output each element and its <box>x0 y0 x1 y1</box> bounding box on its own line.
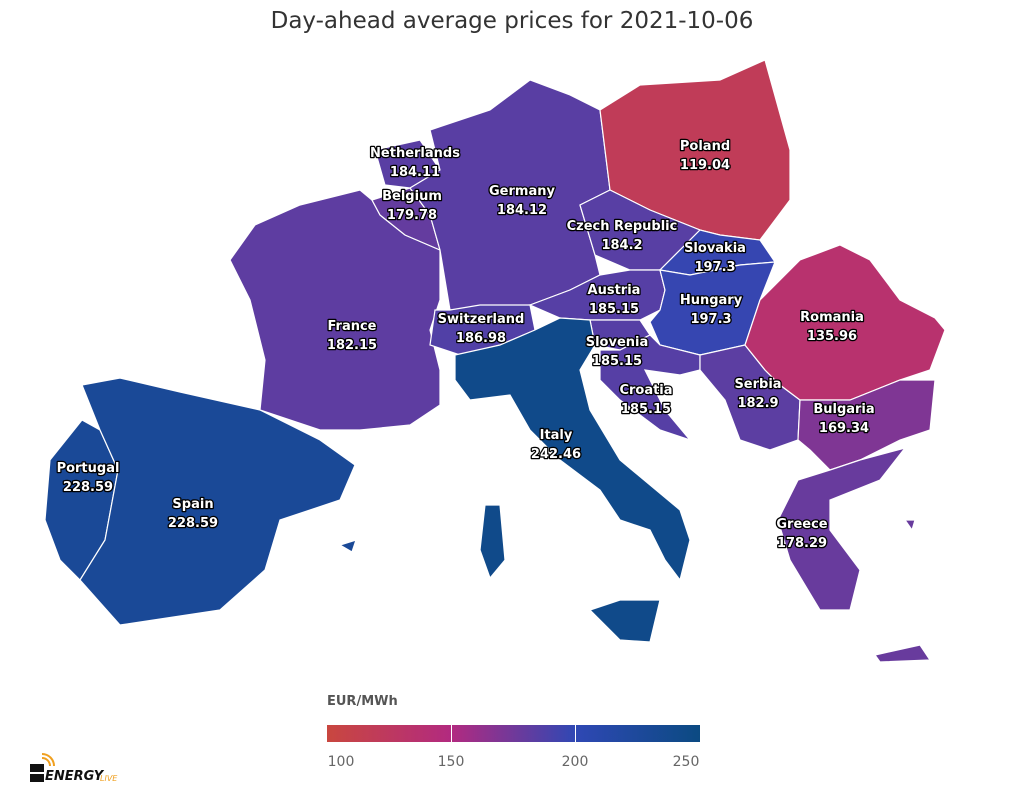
region-name-label: Austria <box>588 283 641 298</box>
legend-tick: 150 <box>437 754 465 770</box>
region-value-label: 242.46 <box>531 447 581 462</box>
chart-title: Day-ahead average prices for 2021-10-06 <box>270 8 754 34</box>
region-value-label: 185.15 <box>621 402 671 417</box>
region-name-label: Spain <box>172 497 213 512</box>
legend-title: EUR/MWh <box>327 694 398 709</box>
region-value-label: 186.98 <box>456 331 506 346</box>
region-name-label: Switzerland <box>438 312 525 327</box>
region-name-label: France <box>327 319 376 334</box>
region-name-label: Serbia <box>734 377 781 392</box>
region-greece[interactable] <box>873 644 932 663</box>
region-name-label: Bulgaria <box>813 402 874 417</box>
region-spain[interactable] <box>338 539 357 553</box>
region-value-label: 228.59 <box>168 516 218 531</box>
legend-separator <box>575 725 576 742</box>
region-bulgaria[interactable] <box>797 379 936 471</box>
region-name-label: Slovenia <box>586 335 649 350</box>
region-value-label: 184.2 <box>601 238 642 253</box>
region-name-label: Poland <box>680 139 730 154</box>
region-value-label: 182.9 <box>737 396 778 411</box>
region-name-label: Netherlands <box>370 146 460 161</box>
region-greece[interactable] <box>777 446 907 611</box>
color-scale-bar <box>327 725 700 742</box>
region-value-label: 182.15 <box>327 338 377 353</box>
region-value-label: 119.04 <box>680 158 730 173</box>
region-value-label: 179.78 <box>387 208 437 223</box>
region-italy[interactable] <box>454 317 691 582</box>
region-name-label: Czech Republic <box>567 219 678 234</box>
region-italy[interactable] <box>479 504 506 580</box>
region-croatia[interactable] <box>599 334 701 442</box>
region-value-label: 197.3 <box>694 260 735 275</box>
region-name-label: Greece <box>776 517 827 532</box>
region-value-label: 197.3 <box>690 312 731 327</box>
region-value-label: 169.34 <box>819 421 869 436</box>
legend-tick: 200 <box>561 754 589 770</box>
region-italy[interactable] <box>588 599 661 643</box>
legend-tick: 100 <box>327 754 355 770</box>
region-spain[interactable] <box>79 377 356 626</box>
region-value-label: 185.15 <box>592 354 642 369</box>
svg-text:ENERGY: ENERGY <box>45 769 105 784</box>
region-greece[interactable] <box>903 519 916 532</box>
region-name-label: Slovakia <box>684 241 746 256</box>
region-name-label: Hungary <box>680 293 743 308</box>
region-value-label: 135.96 <box>807 329 857 344</box>
region-value-label: 228.59 <box>63 480 113 495</box>
region-name-label: Germany <box>489 184 555 199</box>
choropleth-map: Portugal 228.59 Spain 228.59 France 182.15 Bel… <box>44 59 946 663</box>
region-name-label: Italy <box>540 428 573 443</box>
region-romania[interactable] <box>744 244 946 401</box>
region-value-label: 178.29 <box>777 536 827 551</box>
legend-separator <box>451 725 452 742</box>
region-name-label: Portugal <box>57 461 120 476</box>
region-name-label: Croatia <box>619 383 672 398</box>
region-value-label: 184.12 <box>497 203 547 218</box>
region-name-label: Romania <box>800 310 864 325</box>
region-name-label: Belgium <box>382 189 442 204</box>
energylive-logo: ENERGY LIVE <box>30 753 118 784</box>
region-value-label: 185.15 <box>589 302 639 317</box>
legend-tick: 250 <box>672 754 700 770</box>
region-value-label: 184.11 <box>390 165 440 180</box>
svg-text:LIVE: LIVE <box>100 774 118 783</box>
